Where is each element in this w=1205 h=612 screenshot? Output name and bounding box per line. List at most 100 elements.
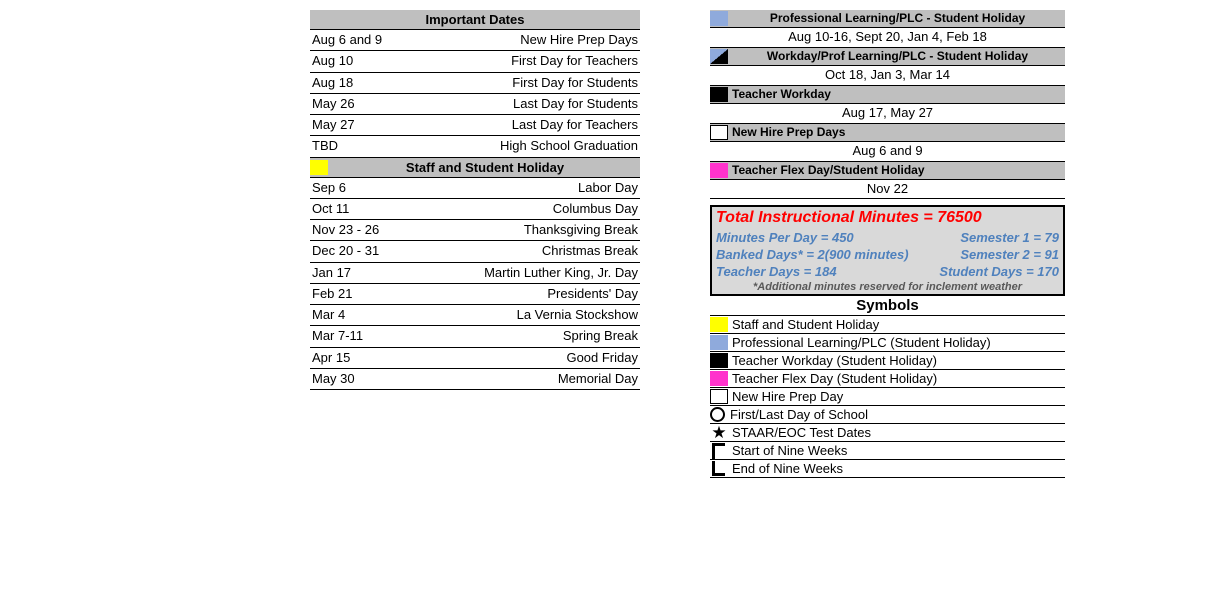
holiday-right: Good Friday <box>566 350 638 366</box>
info-right: Student Days = 170 <box>939 264 1059 279</box>
holiday-left: Oct 11 <box>312 201 349 217</box>
date-left: May 26 <box>312 96 355 112</box>
info-footnote: *Additional minutes reserved for incleme… <box>712 280 1063 294</box>
symbol-label: STAAR/EOC Test Dates <box>730 424 1065 441</box>
symbol-row: Teacher Workday (Student Holiday) <box>710 352 1065 370</box>
holiday-right: Labor Day <box>578 180 638 196</box>
info-left: Teacher Days = 184 <box>716 264 837 279</box>
holiday-left: Jan 17 <box>312 265 351 281</box>
holiday-left: Apr 15 <box>312 350 350 366</box>
holiday-row: Sep 6Labor Day <box>310 178 640 199</box>
symbol-row: Professional Learning/PLC (Student Holid… <box>710 334 1065 352</box>
category-dates: Aug 17, May 27 <box>710 104 1065 124</box>
symbol-row: Staff and Student Holiday <box>710 316 1065 334</box>
holiday-right: Thanksgiving Break <box>524 222 638 238</box>
date-right: High School Graduation <box>500 138 638 154</box>
date-right: First Day for Teachers <box>511 53 638 69</box>
symbol-row: Start of Nine Weeks <box>710 442 1065 460</box>
date-row: Aug 10 First Day for Teachers <box>310 51 640 72</box>
holiday-left: May 30 <box>312 371 355 387</box>
date-right: First Day for Students <box>512 75 638 91</box>
category-header: Teacher Workday <box>710 86 1065 104</box>
symbol-label: Teacher Flex Day (Student Holiday) <box>730 370 1065 387</box>
symbol-label: New Hire Prep Day <box>730 388 1065 405</box>
symbol-row: End of Nine Weeks <box>710 460 1065 478</box>
symbol-label: Start of Nine Weeks <box>730 442 1065 459</box>
category-dates: Aug 10-16, Sept 20, Jan 4, Feb 18 <box>710 28 1065 48</box>
category-dates: Aug 6 and 9 <box>710 142 1065 162</box>
date-left: Aug 10 <box>312 53 353 69</box>
holiday-row: Mar 4 La Vernia Stockshow <box>310 305 640 326</box>
category-header: Professional Learning/PLC - Student Holi… <box>710 10 1065 28</box>
date-left: Aug 6 and 9 <box>312 32 382 48</box>
symbols-header: Symbols <box>710 296 1065 316</box>
holiday-right: Columbus Day <box>553 201 638 217</box>
date-row: May 27 Last Day for Teachers <box>310 115 640 136</box>
holiday-right: Spring Break <box>563 328 638 344</box>
holiday-right: Christmas Break <box>542 243 638 259</box>
holiday-row: Dec 20 - 31 Christmas Break <box>310 241 640 262</box>
holiday-row: Feb 21 Presidents' Day <box>310 284 640 305</box>
date-right: New Hire Prep Days <box>520 32 638 48</box>
date-row: Aug 6 and 9 New Hire Prep Days <box>310 30 640 51</box>
date-right: Last Day for Teachers <box>512 117 638 133</box>
category-title: Professional Learning/PLC - Student Holi… <box>730 10 1065 27</box>
instructional-minutes-box: Total Instructional Minutes = 76500 Minu… <box>710 205 1065 296</box>
date-left: TBD <box>312 138 338 154</box>
holiday-header-label: Staff and Student Holiday <box>330 160 640 175</box>
symbol-label: End of Nine Weeks <box>730 460 1065 477</box>
info-row: Teacher Days = 184 Student Days = 170 <box>712 263 1063 280</box>
holiday-right: Presidents' Day <box>547 286 638 302</box>
category-title: Workday/Prof Learning/PLC - Student Holi… <box>730 48 1065 65</box>
symbol-label: Professional Learning/PLC (Student Holid… <box>730 334 1065 351</box>
date-row: May 26 Last Day for Students <box>310 94 640 115</box>
holiday-row: Oct 11 Columbus Day <box>310 199 640 220</box>
info-title: Total Instructional Minutes = 76500 <box>712 207 1063 229</box>
category-header: Workday/Prof Learning/PLC - Student Holi… <box>710 48 1065 66</box>
symbol-label: Staff and Student Holiday <box>730 316 1065 333</box>
info-right: Semester 1 = 79 <box>960 230 1059 245</box>
symbol-label: First/Last Day of School <box>728 406 1065 423</box>
holiday-row: Nov 23 - 26 Thanksgiving Break <box>310 220 640 241</box>
symbols-list: Staff and Student HolidayProfessional Le… <box>710 316 1065 478</box>
date-right: Last Day for Students <box>513 96 638 112</box>
category-title: Teacher Workday <box>730 86 1065 103</box>
category-legend: Professional Learning/PLC - Student Holi… <box>710 10 1065 199</box>
holiday-right: Memorial Day <box>558 371 638 387</box>
holiday-row: Mar 7-11 Spring Break <box>310 326 640 347</box>
left-column: Important Dates Aug 6 and 9 New Hire Prep… <box>310 10 640 390</box>
important-dates-list: Aug 6 and 9 New Hire Prep Days Aug 10 First… <box>310 30 640 158</box>
category-header: Teacher Flex Day/Student Holiday <box>710 162 1065 180</box>
category-header: New Hire Prep Days <box>710 124 1065 142</box>
important-dates-header: Important Dates <box>310 10 640 30</box>
info-left: Banked Days* = 2(900 minutes) <box>716 247 909 262</box>
holiday-left: Mar 7-11 <box>312 328 363 344</box>
holiday-row: Jan 17 Martin Luther King, Jr. Day <box>310 263 640 284</box>
info-row: Banked Days* = 2(900 minutes) Semester 2 … <box>712 246 1063 263</box>
symbol-label: Teacher Workday (Student Holiday) <box>730 352 1065 369</box>
holiday-left: Mar 4 <box>312 307 345 323</box>
holiday-row: Apr 15 Good Friday <box>310 348 640 369</box>
holiday-row: May 30 Memorial Day <box>310 369 640 390</box>
date-row: TBD High School Graduation <box>310 136 640 157</box>
info-right: Semester 2 = 91 <box>960 247 1059 262</box>
symbol-row: Teacher Flex Day (Student Holiday) <box>710 370 1065 388</box>
yellow-swatch <box>310 160 328 175</box>
info-row: Minutes Per Day = 450Semester 1 = 79 <box>712 229 1063 246</box>
staff-student-holiday-header: Staff and Student Holiday <box>310 158 640 178</box>
holiday-right: La Vernia Stockshow <box>517 307 638 323</box>
symbol-row: New Hire Prep Day <box>710 388 1065 406</box>
category-dates: Nov 22 <box>710 180 1065 200</box>
holiday-left: Nov 23 - 26 <box>312 222 379 238</box>
holiday-left: Dec 20 - 31 <box>312 243 379 259</box>
date-left: May 27 <box>312 117 355 133</box>
category-title: Teacher Flex Day/Student Holiday <box>730 162 1065 179</box>
right-column: Professional Learning/PLC - Student Holi… <box>710 10 1065 478</box>
symbol-row: ★STAAR/EOC Test Dates <box>710 424 1065 442</box>
holiday-right: Martin Luther King, Jr. Day <box>484 265 638 281</box>
holiday-left: Feb 21 <box>312 286 352 302</box>
category-dates: Oct 18, Jan 3, Mar 14 <box>710 66 1065 86</box>
category-title: New Hire Prep Days <box>730 124 1065 141</box>
symbol-row: First/Last Day of School <box>710 406 1065 424</box>
holidays-list: Sep 6Labor Day Oct 11 Columbus Day Nov 23 -… <box>310 178 640 391</box>
